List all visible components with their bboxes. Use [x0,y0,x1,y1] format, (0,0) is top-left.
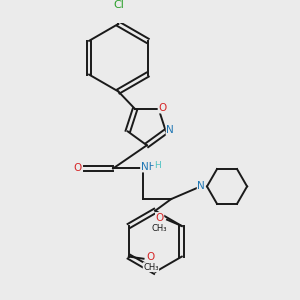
Text: O: O [155,213,164,223]
Text: O: O [73,164,81,173]
Text: N: N [166,125,174,135]
Text: CH₃: CH₃ [152,224,167,232]
Text: N: N [197,181,205,191]
Text: O: O [147,252,155,262]
Text: H: H [154,161,161,170]
Text: NH: NH [141,162,156,172]
Text: Cl: Cl [113,0,124,10]
Text: CH₃: CH₃ [143,263,159,272]
Text: O: O [158,103,166,113]
